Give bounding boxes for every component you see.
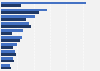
Bar [1,43,17,46]
Bar [1,18,26,21]
Bar [1,39,20,42]
Bar [1,67,12,69]
Bar [1,64,10,67]
Bar [1,46,13,49]
Bar [1,4,21,7]
Bar [1,29,23,32]
Bar [1,22,29,25]
Bar [1,50,15,53]
Bar [1,53,16,56]
Bar [1,32,12,35]
Bar [1,60,14,62]
Bar [1,57,13,60]
Bar [1,15,35,18]
Bar [1,9,47,11]
Bar [1,36,22,39]
Bar [1,2,86,4]
Bar [1,11,39,14]
Bar [1,25,31,28]
